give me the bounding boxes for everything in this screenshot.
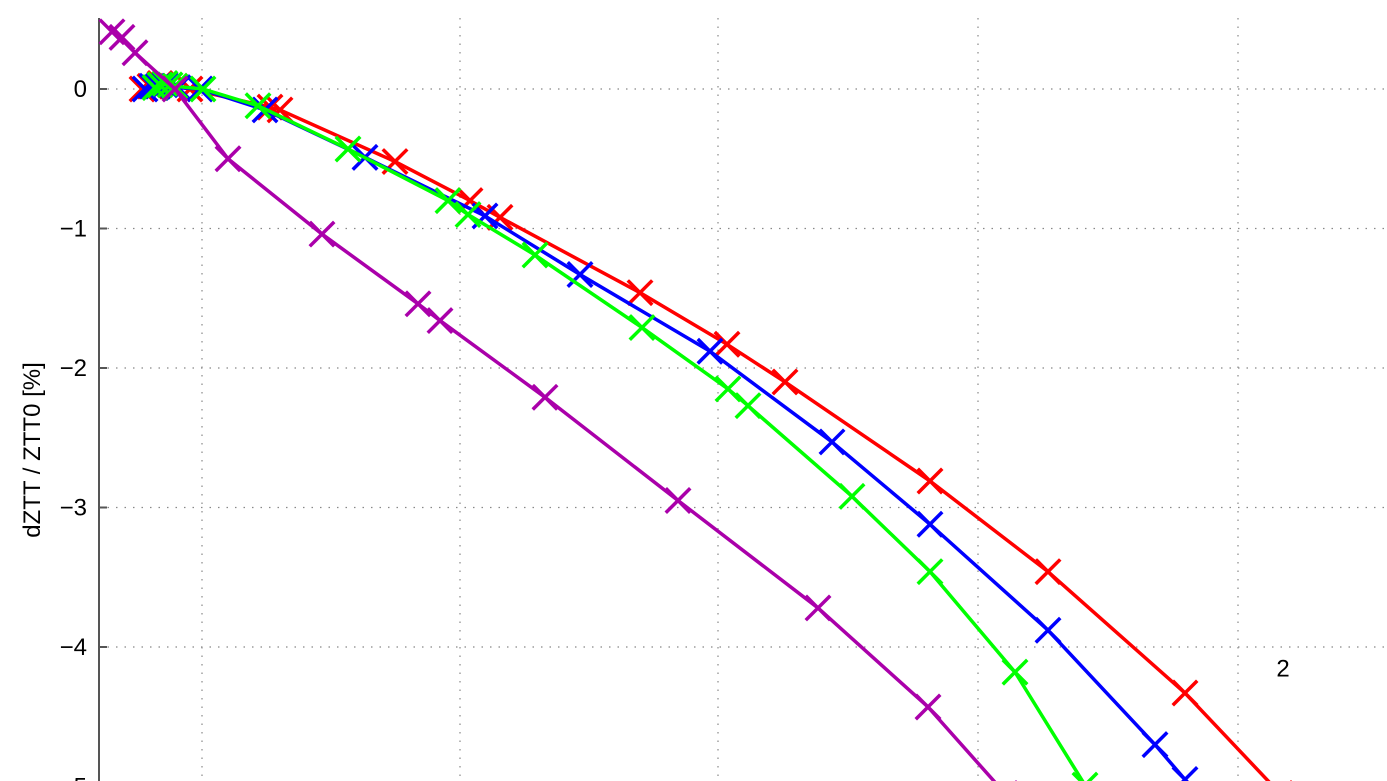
data-point [664, 487, 692, 514]
y-tick-label: −4 [60, 634, 87, 661]
data-point [734, 392, 762, 420]
data-point [626, 279, 654, 307]
y-axis-label: dZTT / ZTT0 [%] [19, 362, 46, 538]
series-layer [98, 18, 1292, 781]
data-point [1034, 558, 1062, 586]
y-tick-label: −5 [60, 774, 87, 781]
data-point [1171, 766, 1199, 781]
annotations: 2 [1276, 655, 1289, 682]
data-point [308, 220, 336, 248]
y-tick-label: 0 [74, 76, 87, 103]
series-line [140, 81, 1271, 781]
data-point [1034, 616, 1062, 644]
series-line [143, 83, 1187, 781]
data-point [696, 337, 724, 365]
data-point [1001, 658, 1029, 686]
data-point [1141, 731, 1169, 759]
data-point [334, 135, 362, 163]
data-point [404, 290, 432, 318]
data-point [1071, 771, 1099, 781]
y-tick-label: −3 [60, 495, 87, 522]
data-point [713, 330, 741, 358]
data-point [818, 428, 846, 456]
data-point [454, 201, 482, 229]
data-point [914, 693, 942, 721]
data-point [628, 314, 656, 342]
data-point [161, 75, 189, 103]
data-point [434, 187, 462, 215]
series-0 [128, 69, 1292, 781]
data-point [916, 558, 944, 586]
data-point [121, 39, 149, 67]
data-point [244, 92, 272, 120]
data-point [214, 145, 242, 173]
data-point [771, 368, 799, 396]
data-point [838, 482, 866, 510]
data-point [189, 75, 217, 103]
data-point [804, 594, 832, 622]
y-ticks: 0 −1 −2 −3 −4 −5 [60, 76, 107, 781]
y-tick-label: −2 [60, 355, 87, 382]
series-line [153, 81, 1085, 781]
series-1 [131, 71, 1199, 781]
data-point [916, 467, 944, 495]
annotation-label: 2 [1276, 655, 1289, 682]
data-point [714, 375, 742, 403]
series-3 [98, 18, 1017, 781]
series-line [110, 30, 997, 781]
data-point [161, 72, 189, 100]
y-tick-label: −1 [60, 216, 87, 243]
data-point [916, 510, 944, 538]
data-point [521, 241, 549, 269]
data-point [426, 307, 454, 335]
series-2 [141, 69, 1099, 781]
data-point [531, 383, 559, 411]
data-point [1171, 679, 1199, 707]
